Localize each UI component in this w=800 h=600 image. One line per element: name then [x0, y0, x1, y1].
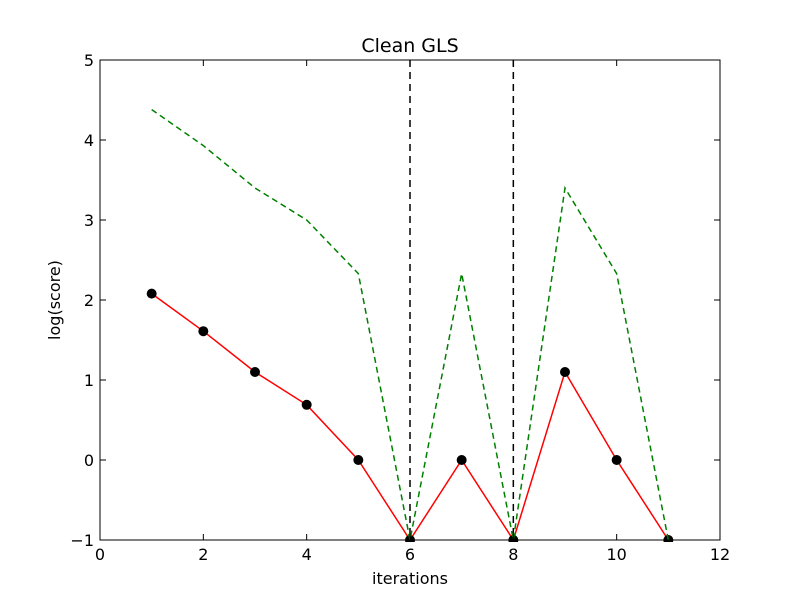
- y-tick-label-1: 0: [84, 451, 94, 470]
- x-axis-label: iterations: [372, 569, 448, 588]
- series-0-point-6: [456, 455, 467, 465]
- series-0-point-9: [611, 455, 622, 465]
- x-tick-label-3: 6: [405, 545, 415, 564]
- y-tick-label-0: −1: [70, 531, 94, 550]
- x-tick-label-0: 0: [95, 545, 105, 564]
- y-tick-label-6: 5: [84, 51, 94, 70]
- y-tick-label-5: 4: [84, 131, 94, 150]
- chart-title: Clean GLS: [361, 35, 458, 57]
- x-tick-label-2: 4: [302, 545, 312, 564]
- series-0-point-1: [198, 326, 209, 337]
- x-tick-label-1: 2: [198, 545, 208, 564]
- series-0-point-4: [353, 455, 364, 465]
- series-0-point-3: [301, 399, 312, 410]
- series-0-point-0: [146, 288, 157, 299]
- y-axis-label: log(score): [45, 260, 64, 340]
- x-tick-label-5: 10: [606, 545, 626, 564]
- y-tick-label-2: 1: [84, 371, 94, 390]
- series-0-point-8: [560, 367, 570, 377]
- series-0-point-2: [250, 367, 260, 377]
- y-tick-label-4: 3: [84, 211, 94, 230]
- y-tick-label-3: 2: [84, 291, 94, 310]
- x-tick-label-6: 12: [710, 545, 730, 564]
- x-tick-label-4: 8: [508, 545, 518, 564]
